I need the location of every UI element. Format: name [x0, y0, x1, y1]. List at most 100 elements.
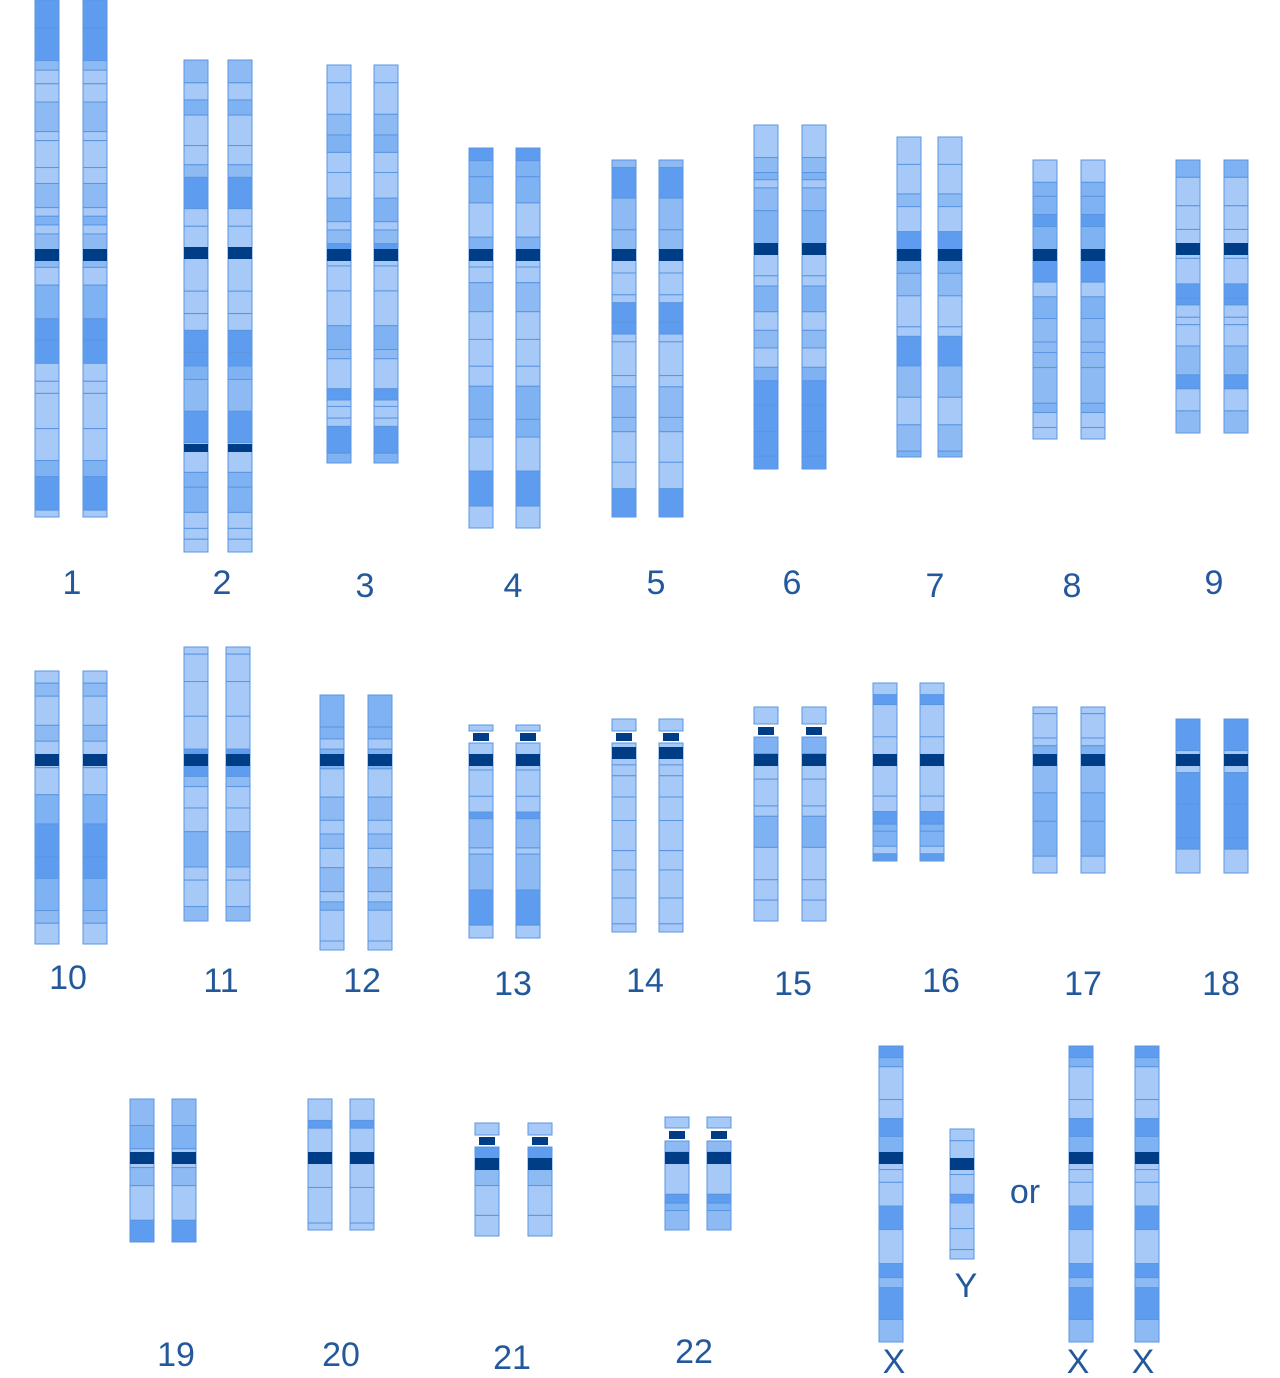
band — [468, 924, 494, 939]
band — [34, 224, 60, 235]
band — [227, 82, 253, 101]
band — [82, 101, 108, 133]
band — [1175, 848, 1201, 874]
band — [326, 452, 352, 464]
band — [658, 923, 684, 933]
band — [34, 724, 60, 742]
band — [515, 176, 541, 204]
band — [1032, 341, 1058, 353]
chromosome-label: 18 — [1202, 965, 1240, 1003]
band — [919, 763, 945, 797]
band — [937, 295, 963, 328]
band — [611, 923, 637, 933]
chromosome-label: 22 — [675, 1333, 713, 1371]
band — [801, 187, 827, 212]
band — [183, 99, 209, 116]
band — [664, 1158, 690, 1195]
band — [1032, 159, 1058, 183]
band — [225, 879, 251, 908]
band — [326, 325, 352, 351]
centromere — [528, 1158, 552, 1170]
band — [1032, 281, 1058, 298]
stalk — [711, 1131, 727, 1139]
band — [949, 1128, 975, 1142]
band — [326, 405, 352, 419]
stalk — [473, 733, 489, 741]
centromere — [950, 1158, 974, 1170]
band — [1223, 803, 1249, 839]
band — [878, 1319, 904, 1343]
band — [878, 1181, 904, 1207]
band — [227, 99, 253, 116]
centromere — [1033, 249, 1057, 261]
band — [1134, 1263, 1160, 1279]
band — [171, 1167, 197, 1187]
centromere — [1135, 1152, 1159, 1164]
band — [658, 850, 684, 871]
band — [34, 318, 60, 341]
band — [611, 820, 637, 852]
band — [82, 910, 108, 924]
band — [658, 796, 684, 822]
band — [171, 1125, 197, 1150]
band — [1032, 426, 1058, 440]
band — [34, 695, 60, 726]
band — [1032, 195, 1058, 216]
band — [227, 378, 253, 412]
band — [183, 145, 209, 166]
band — [183, 646, 209, 655]
band — [801, 329, 827, 349]
band — [349, 1186, 375, 1224]
centromere — [475, 1158, 499, 1170]
band — [1080, 792, 1106, 822]
band — [515, 889, 541, 926]
band — [937, 136, 963, 165]
band — [1032, 367, 1058, 404]
band — [82, 27, 108, 62]
band — [753, 366, 779, 382]
band — [872, 704, 898, 738]
band — [896, 365, 922, 398]
x-label: X — [1132, 1343, 1155, 1378]
band — [373, 221, 399, 231]
band — [1223, 410, 1249, 434]
band — [183, 538, 209, 553]
band — [658, 869, 684, 899]
band — [515, 385, 541, 420]
band — [326, 197, 352, 223]
band — [658, 461, 684, 490]
band — [611, 775, 637, 798]
band — [1068, 1118, 1094, 1137]
band — [183, 786, 209, 809]
chromosome-label: 9 — [1205, 564, 1224, 602]
band — [349, 1222, 375, 1231]
band — [82, 167, 108, 184]
centromere — [897, 249, 921, 261]
band — [225, 715, 251, 750]
band — [468, 266, 494, 284]
band — [34, 823, 60, 858]
band — [801, 124, 827, 159]
band — [1032, 820, 1058, 857]
band — [1068, 1169, 1094, 1183]
band — [658, 294, 684, 304]
band — [1223, 772, 1249, 805]
band — [801, 879, 827, 901]
band — [319, 847, 345, 869]
band — [919, 811, 945, 825]
band — [82, 207, 108, 217]
band — [326, 64, 352, 84]
band — [373, 197, 399, 223]
satellite — [658, 718, 684, 732]
band — [1223, 257, 1249, 285]
band — [896, 450, 922, 458]
band — [658, 416, 684, 433]
band — [225, 831, 251, 868]
band — [801, 311, 827, 331]
band — [319, 909, 345, 942]
band — [326, 399, 352, 407]
stalk — [479, 1137, 495, 1145]
chromosome-label: 2 — [213, 564, 232, 602]
band — [527, 1185, 553, 1216]
band — [611, 850, 637, 871]
